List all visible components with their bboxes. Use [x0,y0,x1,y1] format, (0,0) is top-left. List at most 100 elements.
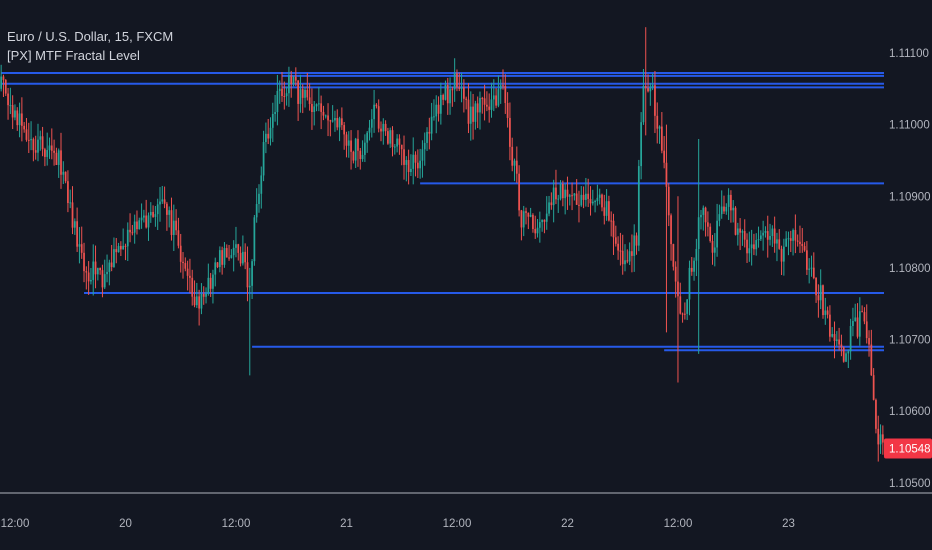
candle-body [792,230,794,241]
candle-body [322,111,325,116]
candle-body [476,103,479,113]
candle [87,261,90,295]
candle [214,257,217,287]
candle [48,137,51,159]
candle-body [824,310,827,316]
candle-body [87,272,90,282]
candle [416,149,419,178]
candle-body [773,228,776,244]
candle [559,180,562,201]
candle [106,254,108,283]
candle [336,109,339,131]
candle-body [711,241,714,253]
candle [683,302,686,320]
candle-body [99,268,102,271]
candle [340,107,343,130]
candle [37,123,39,162]
candle [18,102,21,138]
candle [720,190,723,219]
candle [368,119,371,141]
candle [810,255,813,277]
candle [133,214,136,244]
candle-body [667,186,670,216]
candle [364,134,366,163]
candle [801,228,804,253]
candle [812,252,815,280]
candle [499,79,502,104]
candle [34,135,37,160]
candle [757,226,760,248]
candle-body [469,106,472,124]
candle-body [110,262,113,268]
candle [591,189,594,206]
candle [62,161,65,184]
candle-body [683,313,686,315]
candle [608,195,610,222]
candle [780,245,783,276]
candle-body [564,189,567,199]
candle [147,212,150,241]
candle-body [416,162,419,169]
candle [352,150,355,164]
candle [527,212,530,230]
fractal-levels [1,72,884,352]
candle-body [456,73,458,88]
candle [46,132,49,166]
candle-body [421,149,424,161]
candle-body [555,187,557,200]
candle-body [858,311,861,337]
candle-body [780,248,783,262]
candle-body [812,267,815,278]
candle [11,95,14,130]
indicator-label[interactable]: [PX] MTF Fractal Level [7,48,140,63]
candle [400,144,403,166]
candle [488,93,491,123]
chart-title[interactable]: Euro / U.S. Dollar, 15, FXCM [7,29,174,44]
candle-body [76,221,78,247]
candle-body [660,126,663,151]
candle [460,72,463,103]
candle [403,135,405,180]
candle [589,186,592,216]
candle-body [674,266,677,282]
candle-body [566,189,569,197]
candle-body [591,201,594,204]
price-axis[interactable]: 1.11100 1.11000 1.10900 1.10800 1.10700 1.106… [889,48,931,490]
candle-body [159,201,161,205]
candle-body [44,149,46,157]
candle [693,257,695,281]
candle [193,280,196,308]
candle [267,119,270,145]
candle-body [605,201,608,216]
candle-body [453,73,456,90]
candle-body [831,334,834,337]
candle [621,234,624,275]
candle [14,104,16,121]
candle [414,151,417,177]
candle [232,240,235,272]
candle [672,243,675,271]
candle-body [557,198,560,200]
candle [186,260,189,291]
candle-body [716,220,718,248]
time-axis[interactable]: 12:00 20 12:00 21 12:00 22 12:00 23 [1,518,795,530]
time-axis-label: 21 [340,518,353,530]
candle-body [741,231,744,233]
candle-body [32,139,35,151]
candle [156,198,159,230]
candle-body [274,112,276,114]
candle [78,227,81,264]
candle-body [746,239,748,254]
candle-body [852,321,854,327]
candle-body [202,293,205,297]
candle-body [449,89,451,104]
candle [723,195,725,214]
candle-body [228,257,230,259]
candle-body [0,76,3,89]
candle-body [267,133,270,139]
candle-body [248,285,251,288]
candle [320,95,323,130]
candle-body [239,252,242,264]
candle [794,214,797,254]
